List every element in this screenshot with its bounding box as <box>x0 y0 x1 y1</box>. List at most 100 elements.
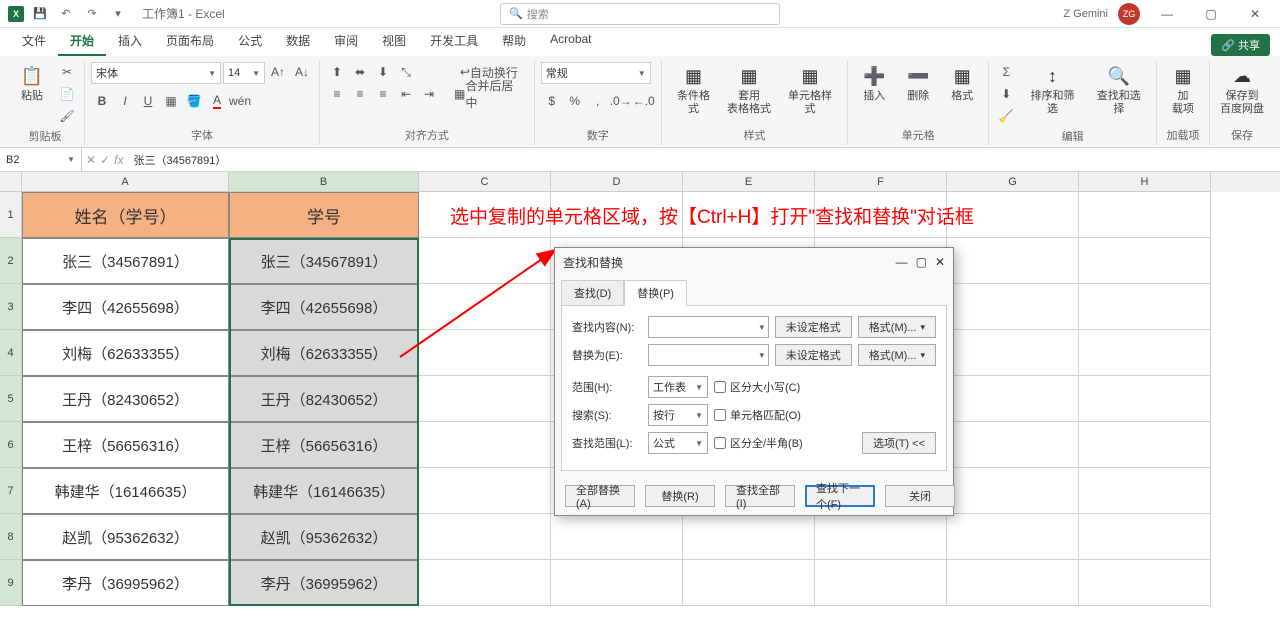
search-dir-select[interactable]: 按行▼ <box>648 404 708 426</box>
match-width-checkbox[interactable]: 区分全/半角(B) <box>714 435 803 451</box>
cell-B9[interactable]: 李丹（36995962） <box>229 560 419 606</box>
save-baidu-button[interactable]: ☁保存到 百度网盘 <box>1216 62 1268 118</box>
close-dialog-button[interactable]: 关闭 <box>885 485 955 507</box>
find-select-button[interactable]: 🔍查找和选择 <box>1088 62 1150 118</box>
align-center-icon[interactable]: ≡ <box>349 84 371 104</box>
format-painter-icon[interactable]: 🖌 <box>56 106 78 126</box>
percent-icon[interactable]: % <box>564 91 586 111</box>
row-header-5[interactable]: 5 <box>0 376 22 422</box>
fill-color-button[interactable]: 🪣 <box>183 91 205 111</box>
decrease-decimal-icon[interactable]: ←.0 <box>633 91 655 111</box>
cell-G5[interactable] <box>947 376 1079 422</box>
close-button[interactable]: ✕ <box>1238 2 1272 26</box>
cell-G6[interactable] <box>947 422 1079 468</box>
align-top-icon[interactable]: ⬆ <box>326 62 348 82</box>
border-button[interactable]: ▦ <box>160 91 182 111</box>
clear-icon[interactable]: 🧹 <box>995 106 1017 126</box>
cell-H6[interactable] <box>1079 422 1211 468</box>
cell-G4[interactable] <box>947 330 1079 376</box>
tab-视图[interactable]: 视图 <box>370 27 418 56</box>
col-header-D[interactable]: D <box>551 172 683 192</box>
align-left-icon[interactable]: ≡ <box>326 84 348 104</box>
align-middle-icon[interactable]: ⬌ <box>349 62 371 82</box>
row-header-8[interactable]: 8 <box>0 514 22 560</box>
tab-开始[interactable]: 开始 <box>58 27 106 56</box>
row-header-6[interactable]: 6 <box>0 422 22 468</box>
cell-F9[interactable] <box>815 560 947 606</box>
find-what-input[interactable]: ▼ <box>648 316 769 338</box>
match-cell-checkbox[interactable]: 单元格匹配(O) <box>714 407 801 423</box>
cell-C5[interactable] <box>419 376 551 422</box>
find-format-button[interactable]: 格式(M)... <box>858 316 936 338</box>
tab-帮助[interactable]: 帮助 <box>490 27 538 56</box>
cell-H1[interactable] <box>1079 192 1211 238</box>
format-cells-button[interactable]: ▦格式 <box>942 62 982 105</box>
fx-icon[interactable]: fx <box>114 153 123 167</box>
cell-C2[interactable] <box>419 238 551 284</box>
cell-D8[interactable] <box>551 514 683 560</box>
cell-B8[interactable]: 赵凯（95362632） <box>229 514 419 560</box>
cancel-icon[interactable]: ✕ <box>86 153 96 167</box>
increase-font-icon[interactable]: A↑ <box>267 62 289 82</box>
cell-E9[interactable] <box>683 560 815 606</box>
cell-C7[interactable] <box>419 468 551 514</box>
tab-审阅[interactable]: 审阅 <box>322 27 370 56</box>
decrease-font-icon[interactable]: A↓ <box>291 62 313 82</box>
tab-数据[interactable]: 数据 <box>274 27 322 56</box>
merge-button[interactable]: ▦ 合并后居中 <box>450 84 528 104</box>
number-format-select[interactable]: 常规▼ <box>541 62 651 84</box>
cell-A6[interactable]: 王梓（56656316） <box>22 422 229 468</box>
col-header-C[interactable]: C <box>419 172 551 192</box>
cell-C9[interactable] <box>419 560 551 606</box>
find-next-button[interactable]: 查找下一个(F) <box>805 485 875 507</box>
increase-decimal-icon[interactable]: .0→ <box>610 91 632 111</box>
row-header-7[interactable]: 7 <box>0 468 22 514</box>
cell-F8[interactable] <box>815 514 947 560</box>
paste-button[interactable]: 📋 粘贴 <box>12 62 52 105</box>
font-name-select[interactable]: 宋体▼ <box>91 62 221 84</box>
phonetic-button[interactable]: wén <box>229 91 251 111</box>
row-header-4[interactable]: 4 <box>0 330 22 376</box>
cell-H9[interactable] <box>1079 560 1211 606</box>
tab-公式[interactable]: 公式 <box>226 27 274 56</box>
cell-B5[interactable]: 王丹（82430652） <box>229 376 419 422</box>
formula-input[interactable]: 张三（34567891） <box>127 152 1280 168</box>
maximize-button[interactable]: ▢ <box>1194 2 1228 26</box>
row-header-3[interactable]: 3 <box>0 284 22 330</box>
cell-H4[interactable] <box>1079 330 1211 376</box>
cell-B7[interactable]: 韩建华（16146635） <box>229 468 419 514</box>
qat-more-icon[interactable]: ▾ <box>108 4 128 24</box>
spreadsheet-grid[interactable]: ABCDEFGH 123456789 姓名（学号）学号张三（34567891）张… <box>0 172 1280 637</box>
cell-G3[interactable] <box>947 284 1079 330</box>
cell-B1[interactable]: 学号 <box>229 192 419 238</box>
tab-Acrobat[interactable]: Acrobat <box>538 27 603 56</box>
cell-D9[interactable] <box>551 560 683 606</box>
col-header-H[interactable]: H <box>1079 172 1211 192</box>
search-box[interactable]: 🔍 搜索 <box>500 3 780 25</box>
dialog-minimize-icon[interactable]: — <box>896 255 908 269</box>
options-button[interactable]: 选项(T) << <box>862 432 936 454</box>
conditional-format-button[interactable]: ▦条件格式 <box>668 62 720 118</box>
minimize-button[interactable]: — <box>1150 2 1184 26</box>
select-all-corner[interactable] <box>0 172 22 192</box>
dialog-maximize-icon[interactable]: ▢ <box>916 255 927 269</box>
cell-B3[interactable]: 李四（42655698） <box>229 284 419 330</box>
fill-icon[interactable]: ⬇ <box>995 84 1017 104</box>
cell-E8[interactable] <box>683 514 815 560</box>
autosum-icon[interactable]: Σ <box>995 62 1017 82</box>
tab-页面布局[interactable]: 页面布局 <box>154 27 226 56</box>
insert-cells-button[interactable]: ➕插入 <box>854 62 894 105</box>
cell-G8[interactable] <box>947 514 1079 560</box>
dialog-titlebar[interactable]: 查找和替换 — ▢ ✕ <box>555 248 953 276</box>
share-button[interactable]: 🔗 共享 <box>1211 34 1270 56</box>
align-right-icon[interactable]: ≡ <box>372 84 394 104</box>
col-header-E[interactable]: E <box>683 172 815 192</box>
replace-button[interactable]: 替换(R) <box>645 485 715 507</box>
comma-icon[interactable]: , <box>587 91 609 111</box>
cell-A3[interactable]: 李四（42655698） <box>22 284 229 330</box>
font-color-button[interactable]: A <box>206 91 228 111</box>
indent-inc-icon[interactable]: ⇥ <box>418 84 440 104</box>
tab-文件[interactable]: 文件 <box>10 27 58 56</box>
cell-G9[interactable] <box>947 560 1079 606</box>
cell-styles-button[interactable]: ▦单元格样式 <box>779 62 841 118</box>
